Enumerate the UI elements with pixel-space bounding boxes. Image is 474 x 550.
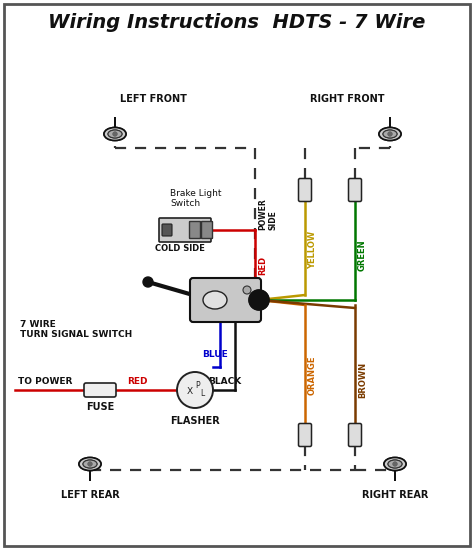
Text: COLD SIDE: COLD SIDE: [155, 244, 205, 253]
Ellipse shape: [379, 128, 401, 140]
FancyBboxPatch shape: [190, 222, 201, 239]
Circle shape: [88, 461, 92, 466]
Text: Wiring Instructions  HDTS - 7 Wire: Wiring Instructions HDTS - 7 Wire: [48, 13, 426, 31]
Ellipse shape: [108, 130, 122, 138]
Ellipse shape: [79, 458, 101, 470]
FancyBboxPatch shape: [162, 224, 172, 236]
Circle shape: [143, 277, 153, 287]
Text: BLACK: BLACK: [209, 377, 242, 386]
Text: Brake Light
Switch: Brake Light Switch: [170, 189, 221, 208]
Circle shape: [243, 286, 251, 294]
Text: L: L: [200, 389, 204, 399]
Text: TO POWER: TO POWER: [18, 377, 73, 386]
Ellipse shape: [203, 291, 227, 309]
Text: LEFT FRONT: LEFT FRONT: [120, 94, 187, 104]
Text: RIGHT REAR: RIGHT REAR: [362, 490, 428, 500]
Ellipse shape: [83, 460, 97, 468]
Ellipse shape: [379, 128, 401, 140]
Circle shape: [249, 290, 269, 310]
Text: LEFT REAR: LEFT REAR: [61, 490, 119, 500]
Text: FLASHER: FLASHER: [170, 416, 220, 426]
Circle shape: [388, 131, 392, 136]
Ellipse shape: [384, 458, 406, 470]
Ellipse shape: [83, 460, 97, 468]
Text: RIGHT FRONT: RIGHT FRONT: [310, 94, 385, 104]
Text: YELLOW: YELLOW: [308, 231, 317, 269]
Text: BROWN: BROWN: [358, 362, 367, 398]
FancyBboxPatch shape: [348, 424, 362, 447]
Ellipse shape: [104, 128, 126, 140]
Ellipse shape: [388, 460, 402, 468]
FancyBboxPatch shape: [201, 222, 212, 239]
FancyBboxPatch shape: [84, 383, 116, 397]
FancyBboxPatch shape: [348, 179, 362, 201]
Circle shape: [249, 290, 269, 310]
Ellipse shape: [388, 460, 402, 468]
Text: X: X: [187, 388, 193, 397]
Text: FUSE: FUSE: [86, 402, 114, 412]
Circle shape: [177, 372, 213, 408]
Ellipse shape: [104, 128, 126, 140]
Text: RED: RED: [258, 255, 267, 274]
Text: POWER
SIDE: POWER SIDE: [258, 198, 277, 230]
FancyBboxPatch shape: [159, 218, 211, 242]
Ellipse shape: [79, 458, 101, 470]
Text: BLUE: BLUE: [202, 350, 228, 359]
Text: RED: RED: [127, 377, 147, 386]
Circle shape: [112, 131, 118, 136]
Ellipse shape: [383, 130, 397, 138]
Text: P: P: [196, 382, 201, 390]
Ellipse shape: [383, 130, 397, 138]
Circle shape: [388, 131, 392, 136]
Circle shape: [88, 461, 92, 466]
Circle shape: [112, 131, 118, 136]
Ellipse shape: [108, 130, 122, 138]
FancyBboxPatch shape: [299, 179, 311, 201]
Text: GREEN: GREEN: [358, 239, 367, 271]
Ellipse shape: [384, 458, 406, 470]
Text: TURN SIGNAL SWITCH: TURN SIGNAL SWITCH: [20, 330, 132, 339]
Text: 7 WIRE: 7 WIRE: [20, 320, 56, 329]
Circle shape: [392, 461, 398, 466]
FancyBboxPatch shape: [299, 424, 311, 447]
Circle shape: [392, 461, 398, 466]
FancyBboxPatch shape: [190, 278, 261, 322]
Text: ORANGE: ORANGE: [308, 355, 317, 395]
